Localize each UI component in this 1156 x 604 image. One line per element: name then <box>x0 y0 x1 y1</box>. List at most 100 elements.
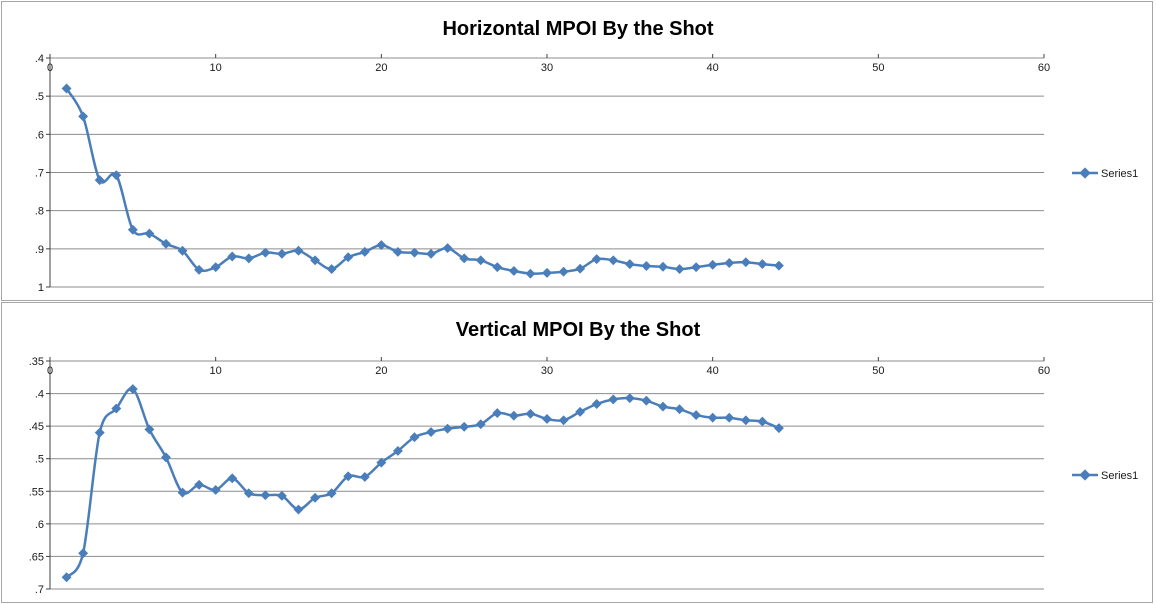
data-point <box>293 504 304 515</box>
data-point <box>624 259 635 270</box>
x-tick-label: 60 <box>1038 365 1050 377</box>
data-point <box>542 414 552 424</box>
x-tick-label: 50 <box>872 365 884 377</box>
y-tick-labels: .35 .4 .45 .5 .55 .6 .65 .7 <box>29 356 44 596</box>
x-tick-labels: 0 10 20 30 40 50 60 <box>47 365 1050 377</box>
y-tick-label: .7 <box>35 584 44 596</box>
data-point <box>691 410 702 421</box>
series1-markers <box>61 384 784 583</box>
data-point <box>144 228 155 239</box>
y-tick-labels: .4 .5 .6 .7 .8 .9 1 <box>35 53 44 294</box>
series1-line <box>65 387 780 579</box>
data-point <box>674 264 685 275</box>
data-point <box>293 245 304 256</box>
data-point <box>392 246 403 257</box>
data-point <box>558 415 569 426</box>
x-tick-label: 30 <box>541 365 553 377</box>
data-point <box>525 268 536 279</box>
x-tick-label: 10 <box>210 62 222 74</box>
x-tick-label: 10 <box>210 365 222 377</box>
data-point <box>326 264 337 275</box>
data-point <box>260 247 271 258</box>
series1-markers <box>61 83 784 279</box>
data-point <box>442 243 453 254</box>
horizontal-mpoi-plot: Horizontal MPOI By the Shot .4 .5 .6 .7 .8 .9… <box>35 18 1138 294</box>
vertical-mpoi-chart: Vertical MPOI By the Shot .35 .4 .45 .5 .55.… <box>1 302 1153 603</box>
x-tick-label: 60 <box>1038 62 1050 74</box>
data-point <box>773 423 784 434</box>
data-point <box>243 488 254 499</box>
horizontal-mpoi-chart: Horizontal MPOI By the Shot .4 .5 .6 .7 .8 .9… <box>1 1 1153 301</box>
data-point <box>144 424 155 435</box>
chart-title: Vertical MPOI By the Shot <box>456 319 701 341</box>
data-point <box>376 240 387 250</box>
legend-marker <box>1079 167 1091 179</box>
data-point <box>459 421 470 432</box>
data-point <box>94 175 105 186</box>
data-point <box>757 416 768 427</box>
vertical-mpoi-plot: Vertical MPOI By the Shot .35 .4 .45 .5 .55.… <box>29 319 1139 596</box>
data-point <box>127 224 138 235</box>
data-point <box>359 246 370 257</box>
y-tick-label: .6 <box>35 519 44 531</box>
data-point <box>608 255 619 266</box>
data-point <box>243 253 254 264</box>
data-point <box>492 262 503 273</box>
data-point <box>558 266 569 277</box>
data-point <box>78 548 89 559</box>
data-point <box>492 408 503 419</box>
data-point <box>773 260 784 271</box>
data-point <box>409 247 420 258</box>
data-point <box>177 487 188 498</box>
y-tick-label: .45 <box>29 421 44 433</box>
data-point <box>740 415 751 426</box>
data-point <box>724 412 735 423</box>
data-point <box>161 238 171 249</box>
y-tick-label: .7 <box>35 168 44 180</box>
data-point <box>624 393 635 404</box>
y-tick-label: .5 <box>35 91 44 103</box>
y-tick-label: .9 <box>35 244 44 256</box>
data-point <box>591 399 602 409</box>
y-tick-label: .55 <box>29 486 44 498</box>
data-point <box>658 401 668 412</box>
x-tick-labels: 0 10 20 30 40 50 60 <box>47 62 1050 74</box>
x-tick-label: 0 <box>47 62 53 74</box>
data-point <box>575 406 586 417</box>
data-point <box>177 245 188 256</box>
x-tick-label: 0 <box>47 365 53 377</box>
data-point <box>691 262 702 273</box>
x-tick-label: 40 <box>707 62 719 74</box>
data-point <box>409 432 420 443</box>
x-tick-label: 50 <box>872 62 884 74</box>
data-point <box>326 488 337 499</box>
legend: Series1 <box>1072 469 1138 482</box>
x-tick-label: 20 <box>375 365 387 377</box>
data-point <box>757 259 768 270</box>
data-point <box>161 452 171 463</box>
data-point <box>740 257 751 268</box>
data-point <box>310 492 321 503</box>
data-point <box>475 255 486 266</box>
y-tick-label: .8 <box>35 206 44 218</box>
data-point <box>359 471 370 482</box>
gridlines <box>46 357 1045 590</box>
data-point <box>641 395 652 406</box>
data-point <box>707 412 718 423</box>
chart-title: Horizontal MPOI By the Shot <box>442 18 713 40</box>
legend-label-series1: Series1 <box>1101 470 1138 482</box>
data-point <box>608 394 619 405</box>
data-point <box>61 83 72 94</box>
series1-line <box>65 87 779 275</box>
data-point <box>724 258 735 268</box>
data-point <box>658 261 668 272</box>
data-point <box>674 404 685 415</box>
data-point <box>426 427 436 437</box>
y-tick-label: 1 <box>38 282 44 294</box>
data-point <box>641 261 652 271</box>
y-tick-label: .65 <box>29 551 44 563</box>
data-point <box>442 423 453 434</box>
data-point <box>94 427 105 438</box>
y-tick-label: .35 <box>29 356 44 368</box>
x-tick-label: 40 <box>707 365 719 377</box>
